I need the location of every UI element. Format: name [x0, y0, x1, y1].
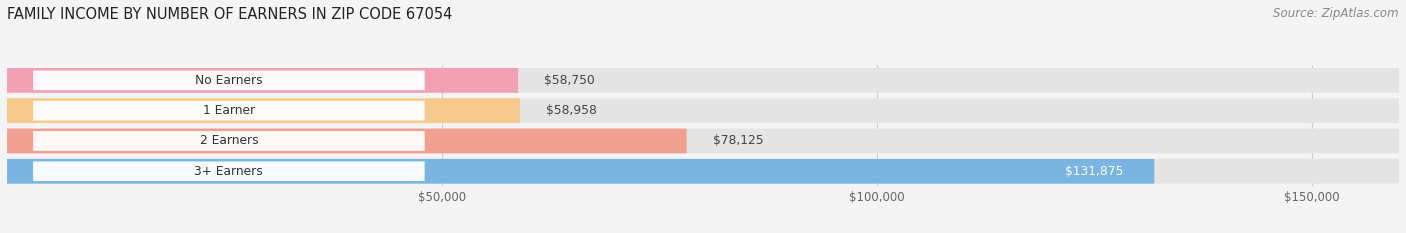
Text: Source: ZipAtlas.com: Source: ZipAtlas.com — [1274, 7, 1399, 20]
FancyBboxPatch shape — [7, 129, 1399, 153]
FancyBboxPatch shape — [7, 68, 519, 93]
Text: 3+ Earners: 3+ Earners — [194, 165, 263, 178]
FancyBboxPatch shape — [34, 161, 425, 181]
FancyBboxPatch shape — [7, 98, 1399, 123]
Text: $58,958: $58,958 — [546, 104, 598, 117]
Text: 1 Earner: 1 Earner — [202, 104, 254, 117]
FancyBboxPatch shape — [34, 131, 425, 151]
FancyBboxPatch shape — [7, 159, 1399, 184]
Text: 2 Earners: 2 Earners — [200, 134, 259, 147]
FancyBboxPatch shape — [7, 68, 1399, 93]
FancyBboxPatch shape — [7, 98, 520, 123]
Text: $131,875: $131,875 — [1066, 165, 1123, 178]
FancyBboxPatch shape — [7, 129, 686, 153]
FancyBboxPatch shape — [34, 101, 425, 120]
Text: $58,750: $58,750 — [544, 74, 595, 87]
Text: FAMILY INCOME BY NUMBER OF EARNERS IN ZIP CODE 67054: FAMILY INCOME BY NUMBER OF EARNERS IN ZI… — [7, 7, 453, 22]
FancyBboxPatch shape — [7, 159, 1154, 184]
Text: $78,125: $78,125 — [713, 134, 763, 147]
Text: No Earners: No Earners — [195, 74, 263, 87]
FancyBboxPatch shape — [34, 71, 425, 90]
